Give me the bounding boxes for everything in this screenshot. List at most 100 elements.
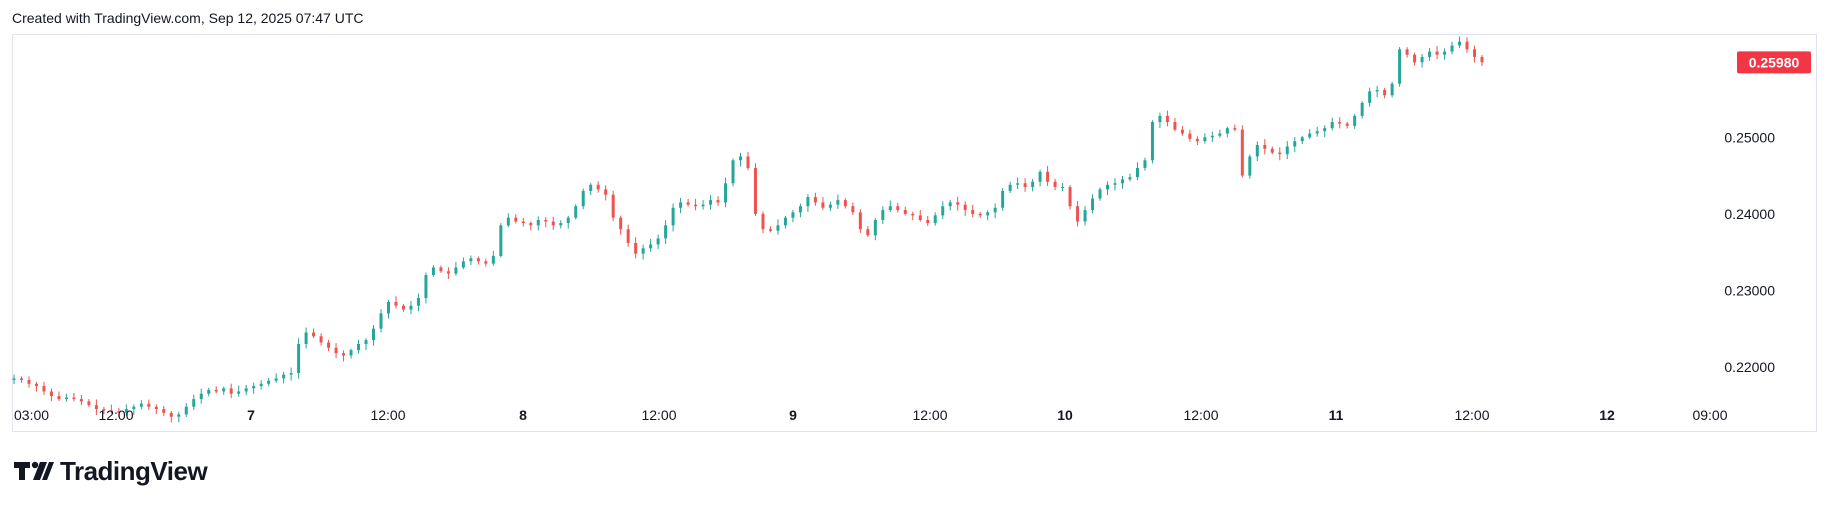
candle-body — [312, 332, 316, 337]
candle — [267, 377, 271, 387]
candle — [1210, 131, 1214, 142]
candle-body — [431, 267, 435, 276]
candle-body — [619, 217, 623, 230]
candle — [1420, 53, 1424, 68]
candle-body — [379, 313, 383, 329]
candle — [1158, 112, 1162, 129]
candle — [1278, 147, 1282, 161]
candle-body — [514, 217, 518, 222]
candle-body — [798, 206, 802, 213]
candle-body — [1255, 144, 1259, 157]
candle — [581, 188, 585, 210]
candle — [327, 339, 331, 352]
time-tick-label: 10 — [1057, 407, 1073, 423]
candle-body — [1233, 128, 1237, 130]
candle — [1188, 129, 1192, 142]
candle-body — [1263, 144, 1267, 149]
candle — [57, 391, 61, 401]
candle-body — [327, 342, 331, 348]
candle — [1270, 146, 1274, 155]
candle-body — [731, 160, 735, 184]
candle — [34, 381, 38, 392]
candle-body — [1083, 210, 1087, 222]
candle — [19, 376, 23, 383]
candle — [806, 194, 810, 212]
candle — [1435, 45, 1439, 60]
candle — [589, 183, 593, 196]
candle-body — [139, 403, 143, 407]
candle — [259, 380, 263, 390]
chart-caption: Created with TradingView.com, Sep 12, 20… — [12, 10, 364, 26]
candle-body — [1270, 148, 1274, 153]
candle-body — [34, 383, 38, 387]
candle — [634, 237, 638, 259]
price-tick-label: 0.25000 — [1724, 129, 1775, 145]
candle — [229, 383, 233, 399]
candle — [753, 163, 757, 217]
tradingview-brand[interactable]: TradingView — [14, 456, 208, 486]
candle-body — [446, 271, 450, 274]
candle — [656, 234, 660, 250]
candle — [109, 404, 113, 414]
candle — [768, 226, 772, 233]
candle — [79, 394, 83, 406]
candle-body — [364, 340, 368, 344]
candle-body — [342, 353, 346, 356]
candle — [431, 265, 435, 277]
candle-body — [1016, 183, 1020, 185]
candle — [978, 211, 982, 218]
candle — [476, 256, 480, 265]
candle-body — [1248, 156, 1252, 176]
candle — [776, 219, 780, 235]
candle — [312, 328, 316, 338]
candle-body — [252, 386, 256, 389]
candle-body — [1053, 181, 1057, 188]
candle — [843, 198, 847, 209]
candlestick-series — [12, 36, 1484, 423]
candle-body — [124, 409, 128, 413]
candle-body — [1106, 184, 1110, 190]
candle-body — [1038, 171, 1042, 182]
candle-body — [1338, 122, 1342, 124]
candle-body — [529, 223, 533, 226]
candle-body — [79, 399, 83, 402]
candle — [124, 404, 128, 416]
candle-body — [1405, 49, 1409, 55]
candle-body — [821, 202, 825, 208]
candle — [1285, 141, 1289, 160]
candle-body — [896, 206, 900, 211]
candle — [828, 201, 832, 212]
candle-body — [147, 403, 151, 407]
candle — [918, 209, 922, 222]
candle — [536, 216, 540, 231]
candle-body — [1008, 184, 1012, 191]
candle — [184, 403, 188, 418]
chart-frame — [12, 34, 1817, 432]
candle — [679, 197, 683, 214]
candle-body — [1330, 122, 1334, 129]
candle-body — [1225, 128, 1229, 134]
candle — [574, 204, 578, 220]
candle — [42, 381, 46, 395]
candle-body — [544, 219, 548, 222]
candle-body — [1188, 133, 1192, 139]
candle — [357, 339, 361, 354]
candle — [1480, 54, 1484, 67]
candle — [716, 196, 720, 206]
candle — [664, 220, 668, 245]
candle — [1135, 162, 1139, 181]
candle — [544, 216, 548, 228]
candle-body — [499, 225, 503, 256]
candle — [342, 350, 346, 362]
last-price-tag: 0.25980 — [1737, 51, 1811, 74]
candle — [896, 202, 900, 213]
candle — [469, 255, 473, 266]
candle — [783, 216, 787, 229]
candle — [941, 201, 945, 220]
candle — [694, 198, 698, 211]
candle-body — [19, 378, 23, 380]
candle — [1203, 133, 1207, 144]
candle-body — [177, 414, 181, 417]
candle — [416, 293, 420, 312]
